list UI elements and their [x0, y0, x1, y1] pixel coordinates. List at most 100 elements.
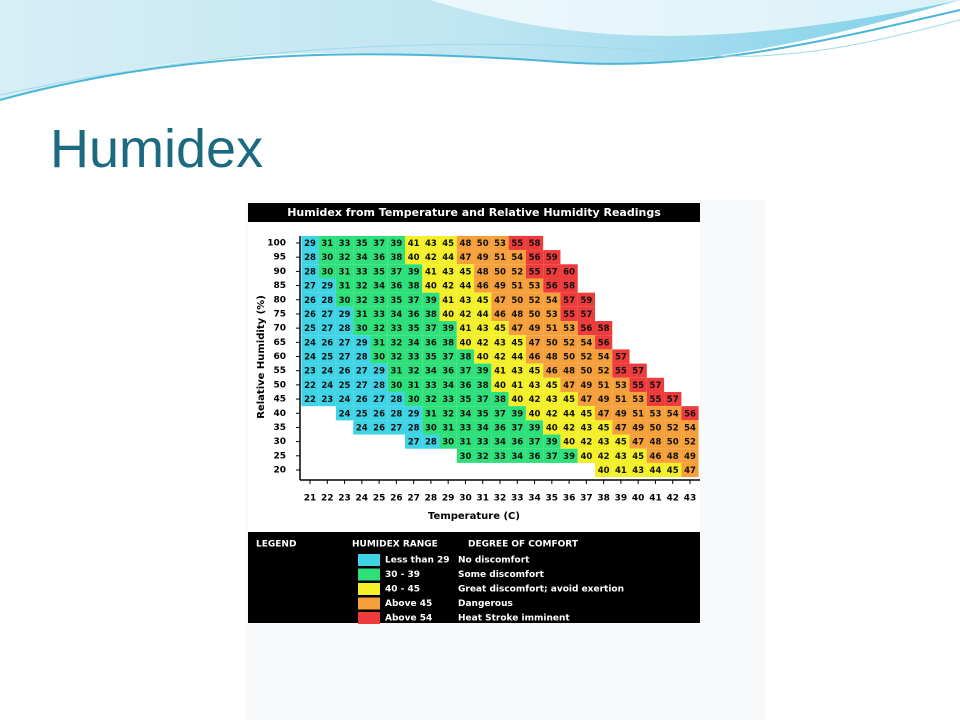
cell-value: 54	[580, 338, 592, 348]
cell	[508, 235, 526, 251]
cell	[543, 306, 561, 322]
cell-value: 30	[321, 253, 333, 263]
cell	[491, 349, 509, 364]
x-tick-label: 32	[494, 494, 507, 504]
cell	[439, 264, 457, 279]
cell	[456, 335, 475, 350]
cell	[439, 235, 457, 251]
cell	[525, 264, 544, 279]
cell-value: 33	[477, 438, 489, 448]
cell	[335, 321, 354, 336]
cell	[543, 335, 561, 350]
cell	[560, 391, 578, 407]
legend-comfort: Dangerous	[458, 599, 513, 609]
cell	[560, 349, 578, 364]
legend-swatch	[358, 583, 380, 595]
cell-value: 24	[339, 409, 351, 419]
cell	[335, 278, 354, 293]
cell-value: 42	[494, 353, 506, 363]
cell-value: 30	[321, 267, 333, 277]
cell-value: 47	[632, 438, 644, 448]
cell	[491, 235, 509, 251]
legend-range: 40 - 45	[385, 585, 420, 595]
y-tick-label: 40	[273, 409, 286, 419]
cell	[525, 278, 544, 293]
cell-value: 41	[425, 267, 437, 277]
cell-value: 24	[321, 367, 333, 377]
cell-value: 28	[373, 381, 385, 391]
x-tick-label: 33	[511, 494, 524, 504]
cell-value: 36	[460, 381, 472, 391]
y-tick-label: 30	[273, 437, 286, 447]
cell	[525, 349, 544, 364]
cell	[646, 448, 665, 463]
cell	[456, 292, 475, 307]
cell-value: 42	[477, 338, 489, 348]
y-tick-label: 75	[273, 309, 286, 319]
cell-value: 33	[373, 310, 385, 320]
cell-value: 27	[304, 282, 316, 292]
cell-value: 36	[529, 452, 541, 462]
cell	[646, 462, 665, 478]
cell	[491, 321, 509, 336]
cell-value: 28	[425, 438, 437, 448]
x-tick-label: 39	[615, 494, 628, 504]
cell	[456, 448, 475, 463]
cell-value: 55	[632, 381, 644, 391]
cell-value: 46	[477, 282, 489, 292]
cell-value: 42	[563, 423, 575, 433]
y-tick-label: 80	[273, 295, 286, 305]
cell-value: 33	[494, 452, 506, 462]
cell-value: 54	[667, 409, 679, 419]
cell	[405, 434, 423, 449]
cell	[301, 349, 319, 364]
cell	[681, 420, 699, 435]
cell-value: 39	[390, 239, 402, 249]
cell	[646, 406, 665, 421]
cell-value: 32	[339, 253, 351, 263]
cell-value: 56	[684, 409, 696, 419]
x-tick-label: 41	[649, 494, 662, 504]
cell	[595, 377, 613, 392]
y-tick-label: 50	[273, 380, 286, 390]
x-axis-label: Temperature (C)	[428, 511, 520, 522]
cell-value: 26	[356, 395, 368, 405]
cell-value: 44	[442, 253, 454, 263]
x-tick-label: 31	[476, 494, 489, 504]
cell	[301, 292, 319, 307]
cell-value: 28	[356, 353, 368, 363]
cell-value: 50	[529, 310, 541, 320]
cell	[474, 306, 492, 322]
cell-value: 39	[477, 367, 489, 377]
legend-comfort: No discomfort	[458, 556, 530, 566]
cell-value: 47	[580, 395, 592, 405]
cell-value: 53	[650, 409, 662, 419]
cell	[525, 420, 544, 435]
cell	[439, 250, 457, 265]
cell	[439, 391, 457, 407]
cell	[577, 363, 595, 378]
cell-value: 34	[425, 367, 437, 377]
cell-value: 31	[390, 367, 402, 377]
cell	[387, 250, 405, 265]
cell	[543, 434, 561, 449]
cell	[405, 235, 423, 251]
cell	[456, 377, 475, 392]
table-title: Humidex from Temperature and Relative Hu…	[287, 206, 661, 219]
cell	[318, 278, 336, 293]
cell-value: 32	[442, 409, 454, 419]
cell	[456, 406, 475, 421]
cell	[474, 278, 492, 293]
cell	[508, 335, 526, 350]
cell-value: 34	[477, 423, 489, 433]
cell-value: 47	[529, 338, 541, 348]
cell-value: 49	[632, 423, 644, 433]
cell	[646, 420, 665, 435]
cell-value: 45	[511, 338, 523, 348]
cell	[405, 363, 423, 378]
cell-value: 31	[425, 409, 437, 419]
cell	[595, 448, 613, 463]
cell-value: 56	[580, 324, 592, 334]
cell-value: 28	[390, 409, 402, 419]
cell	[370, 278, 388, 293]
